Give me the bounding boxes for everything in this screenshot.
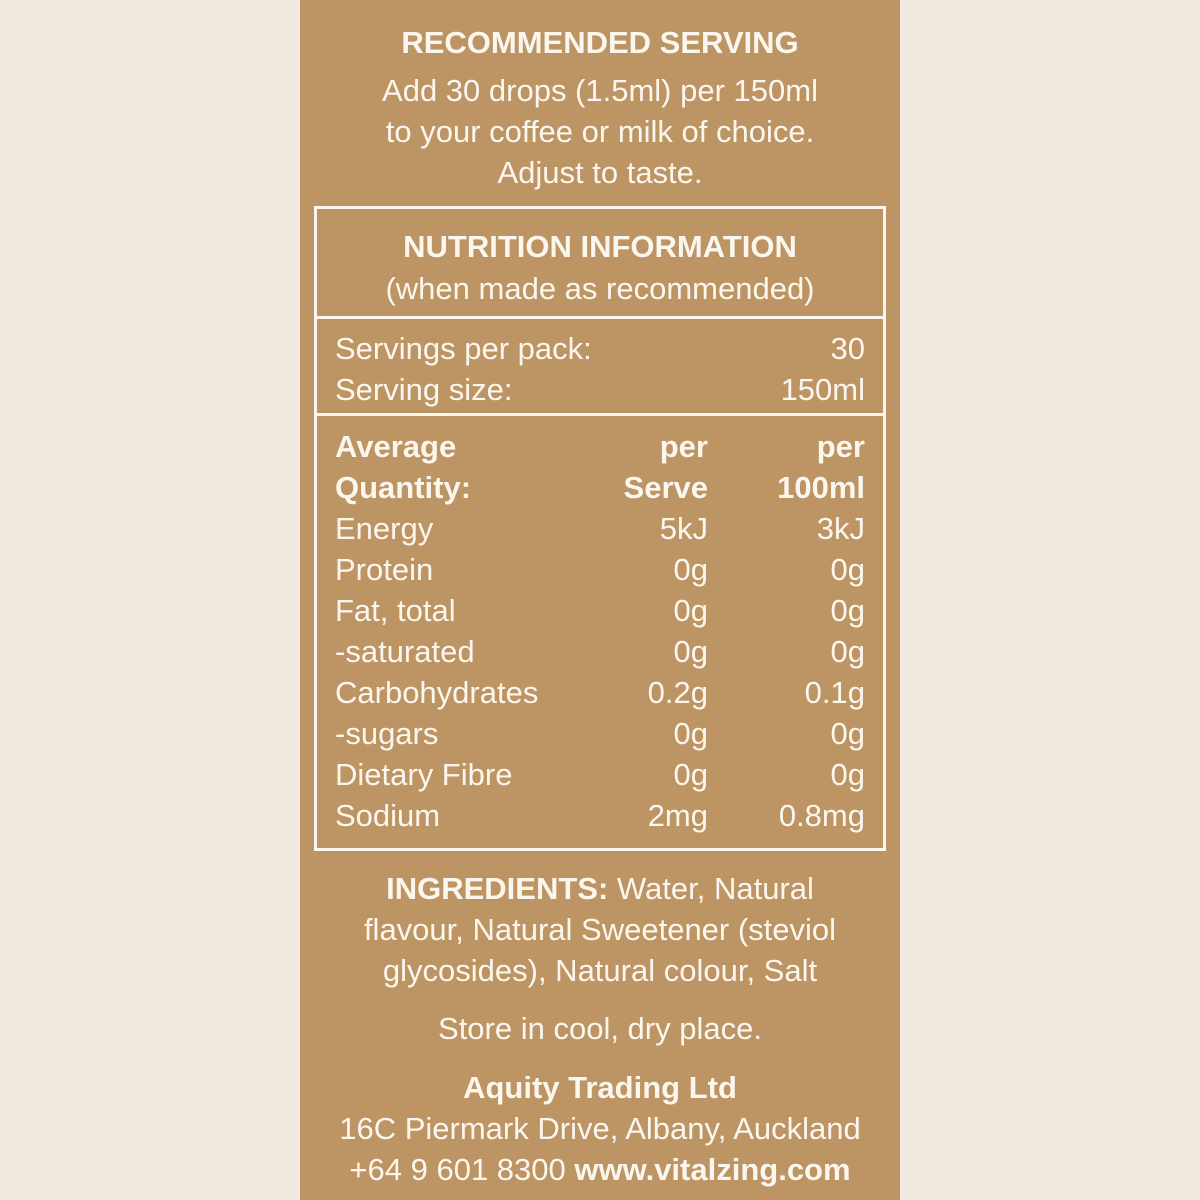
per-100ml: 0g xyxy=(830,634,865,669)
divider xyxy=(317,316,883,319)
company-name: Aquity Trading Ltd xyxy=(463,1070,737,1105)
ingredients-line: flavour, Natural Sweetener (steviol xyxy=(363,912,837,947)
per-serve: 2mg xyxy=(647,798,708,833)
per-serve: 0g xyxy=(673,593,708,628)
per-100ml: 0.8mg xyxy=(778,798,865,833)
ingredients-text: Water, Natural xyxy=(608,871,814,906)
company-contact: +64 9 601 8300 www.vitalzing.com xyxy=(300,1149,900,1190)
per-100ml: 100ml xyxy=(777,470,865,505)
ingredients-line: glycosides), Natural colour, Salt xyxy=(382,953,818,988)
nutrition-table: NUTRITION INFORMATION (when made as reco… xyxy=(314,206,886,851)
storage-text: Store in cool, dry place. xyxy=(438,1011,762,1046)
serving-line: Add 30 drops (1.5ml) per 150ml xyxy=(382,73,818,108)
nutrition-subtitle: (when made as recommended) xyxy=(385,271,815,306)
per-serve: 0g xyxy=(673,552,708,587)
nutrient-name: Sodium xyxy=(335,798,441,833)
per-100ml: 3kJ xyxy=(816,511,865,546)
value: 150ml xyxy=(780,372,865,407)
table-row: Dietary Fibre 0g 0g xyxy=(335,754,865,795)
label-panel: RECOMMENDED SERVING Add 30 drops (1.5ml)… xyxy=(300,0,900,1200)
per-serve: 5kJ xyxy=(659,511,708,546)
nutrient-name: Average xyxy=(335,429,457,464)
table-row: Carbohydrates 0.2g 0.1g xyxy=(335,672,865,713)
ingredients-line: INGREDIENTS: Water, Natural xyxy=(300,868,900,909)
nutrient-name: Quantity: xyxy=(335,470,472,505)
nutrient-name: Carbohydrates xyxy=(335,675,539,710)
serving-line: to your coffee or milk of choice. xyxy=(385,114,815,149)
label: Servings per pack: xyxy=(335,331,592,366)
table-row: -sugars 0g 0g xyxy=(335,713,865,754)
per-100ml: 0g xyxy=(830,552,865,587)
website-link[interactable]: www.vitalzing.com xyxy=(574,1152,851,1187)
servings-row: Servings per pack: 30 xyxy=(335,328,865,369)
divider xyxy=(317,413,883,416)
table-row: -saturated 0g 0g xyxy=(335,631,865,672)
per-100ml: 0g xyxy=(830,757,865,792)
serving-size-row: Serving size: 150ml xyxy=(335,369,865,410)
nutrition-title: NUTRITION INFORMATION xyxy=(403,229,797,264)
per-100ml: 0.1g xyxy=(804,675,865,710)
nutrient-name: -saturated xyxy=(335,634,475,669)
per-serve: 0g xyxy=(673,716,708,751)
serving-line: Adjust to taste. xyxy=(497,155,703,190)
table-row: Fat, total 0g 0g xyxy=(335,590,865,631)
ingredients-label: INGREDIENTS: xyxy=(386,871,609,906)
per-100ml: 0g xyxy=(830,716,865,751)
table-row: Sodium 2mg 0.8mg xyxy=(335,795,865,836)
nutrient-name: Dietary Fibre xyxy=(335,757,513,792)
serving-title: RECOMMENDED SERVING xyxy=(401,25,799,60)
company-address: 16C Piermark Drive, Albany, Auckland xyxy=(339,1111,861,1146)
label: Serving size: xyxy=(335,372,513,407)
table-row: Energy 5kJ 3kJ xyxy=(335,508,865,549)
nutrient-name: Energy xyxy=(335,511,434,546)
nutrient-name: -sugars xyxy=(335,716,439,751)
per-serve: Serve xyxy=(623,470,708,505)
per-serve: per xyxy=(659,429,708,464)
table-header-row: Quantity: Serve 100ml xyxy=(335,467,865,508)
per-serve: 0g xyxy=(673,634,708,669)
phone: +64 9 601 8300 xyxy=(349,1152,575,1187)
nutrient-name: Fat, total xyxy=(335,593,456,628)
per-serve: 0.2g xyxy=(647,675,708,710)
per-100ml: 0g xyxy=(830,593,865,628)
value: 30 xyxy=(830,331,865,366)
nutrient-name: Protein xyxy=(335,552,434,587)
table-row: Protein 0g 0g xyxy=(335,549,865,590)
table-header-row: Average per per xyxy=(335,426,865,467)
per-serve: 0g xyxy=(673,757,708,792)
per-100ml: per xyxy=(816,429,865,464)
